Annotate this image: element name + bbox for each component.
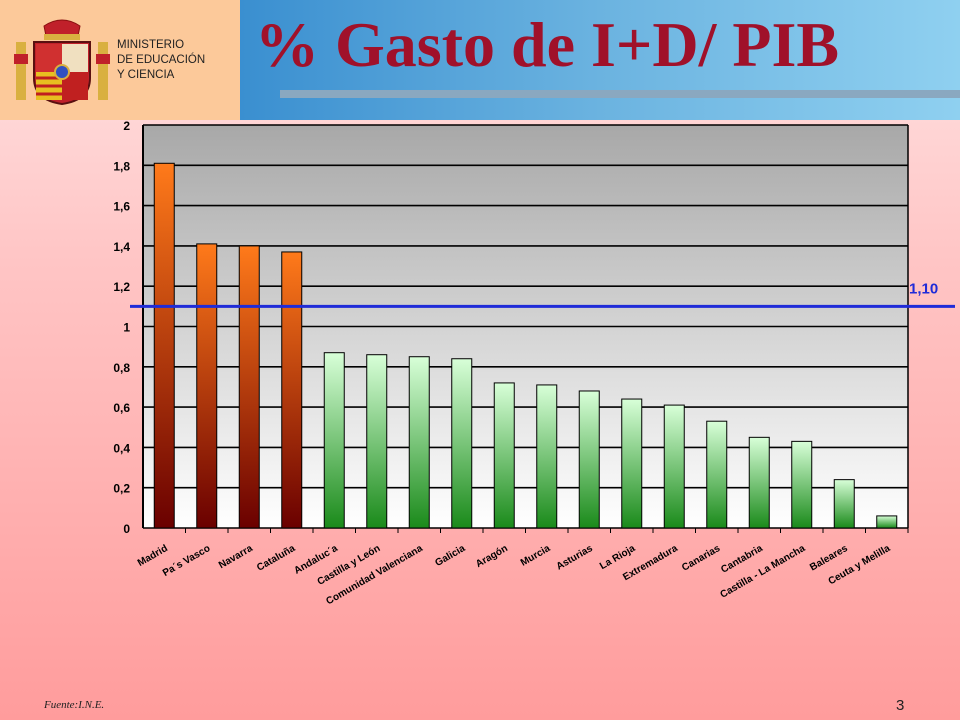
x-tick-label: Cataluña — [255, 543, 297, 574]
x-tick-label: Madrid — [136, 543, 170, 569]
average-reference-label: 1,10 — [909, 280, 938, 297]
title-banner — [240, 0, 960, 120]
y-axis-ticks: 0 0,2 0,4 0,6 0,8 1 1,2 1,4 1,6 1,8 2 — [113, 119, 130, 536]
page-number: 3 — [896, 697, 905, 714]
bar — [833, 479, 855, 529]
bar — [238, 245, 260, 529]
y-tick-label: 2 — [123, 119, 130, 133]
logo-panel: MINISTERIO DE EDUCACIÓN Y CIENCIA — [0, 0, 240, 120]
page-title: % Gasto de I+D/ PIB — [255, 9, 840, 80]
y-tick-label: 1,2 — [113, 280, 130, 294]
ministry-label: MINISTERIO DE EDUCACIÓN Y CIENCIA — [117, 38, 205, 83]
bar — [408, 356, 430, 529]
x-tick-label: Galicia — [433, 543, 467, 569]
bars — [153, 162, 898, 529]
ministry-line: MINISTERIO — [117, 39, 185, 51]
y-tick-label: 0,4 — [113, 441, 130, 455]
coat-of-arms-icon — [14, 19, 110, 106]
ministry-line: DE EDUCACIÓN — [117, 54, 206, 66]
bar — [366, 354, 388, 529]
x-tick-label: Canarias — [680, 543, 722, 574]
y-tick-label: 0,2 — [113, 482, 130, 496]
bar — [323, 352, 345, 529]
bar — [493, 382, 515, 529]
bar — [876, 515, 898, 529]
y-tick-label: 1 — [123, 321, 130, 335]
title-stripe — [280, 90, 960, 98]
bar — [196, 243, 218, 529]
source-note: Fuente:I.N.E. — [44, 699, 105, 711]
gridlines — [142, 124, 909, 529]
x-tick-label: Pa´s Vasco — [161, 543, 212, 579]
y-tick-label: 1,4 — [113, 240, 130, 254]
x-tick-label: Asturias — [555, 543, 596, 573]
bar — [536, 384, 558, 529]
y-tick-label: 1,6 — [113, 200, 130, 214]
bar — [153, 162, 175, 529]
y-tick-label: 0,6 — [113, 401, 130, 415]
x-tick-label: Navarra — [217, 543, 255, 571]
bar — [578, 390, 600, 529]
x-tick-label: Aragón — [474, 543, 510, 570]
y-tick-label: 1,8 — [113, 159, 130, 173]
y-tick-label: 0,8 — [113, 361, 130, 375]
bar — [706, 420, 728, 529]
y-tick-label: 0 — [123, 522, 130, 536]
bar — [791, 440, 813, 529]
ministry-line: Y CIENCIA — [117, 69, 175, 81]
bar — [281, 251, 303, 529]
bar — [748, 436, 770, 529]
bar — [621, 398, 643, 529]
bar — [451, 358, 473, 529]
x-tick-label: Murcia — [519, 543, 553, 569]
bar — [663, 404, 685, 529]
